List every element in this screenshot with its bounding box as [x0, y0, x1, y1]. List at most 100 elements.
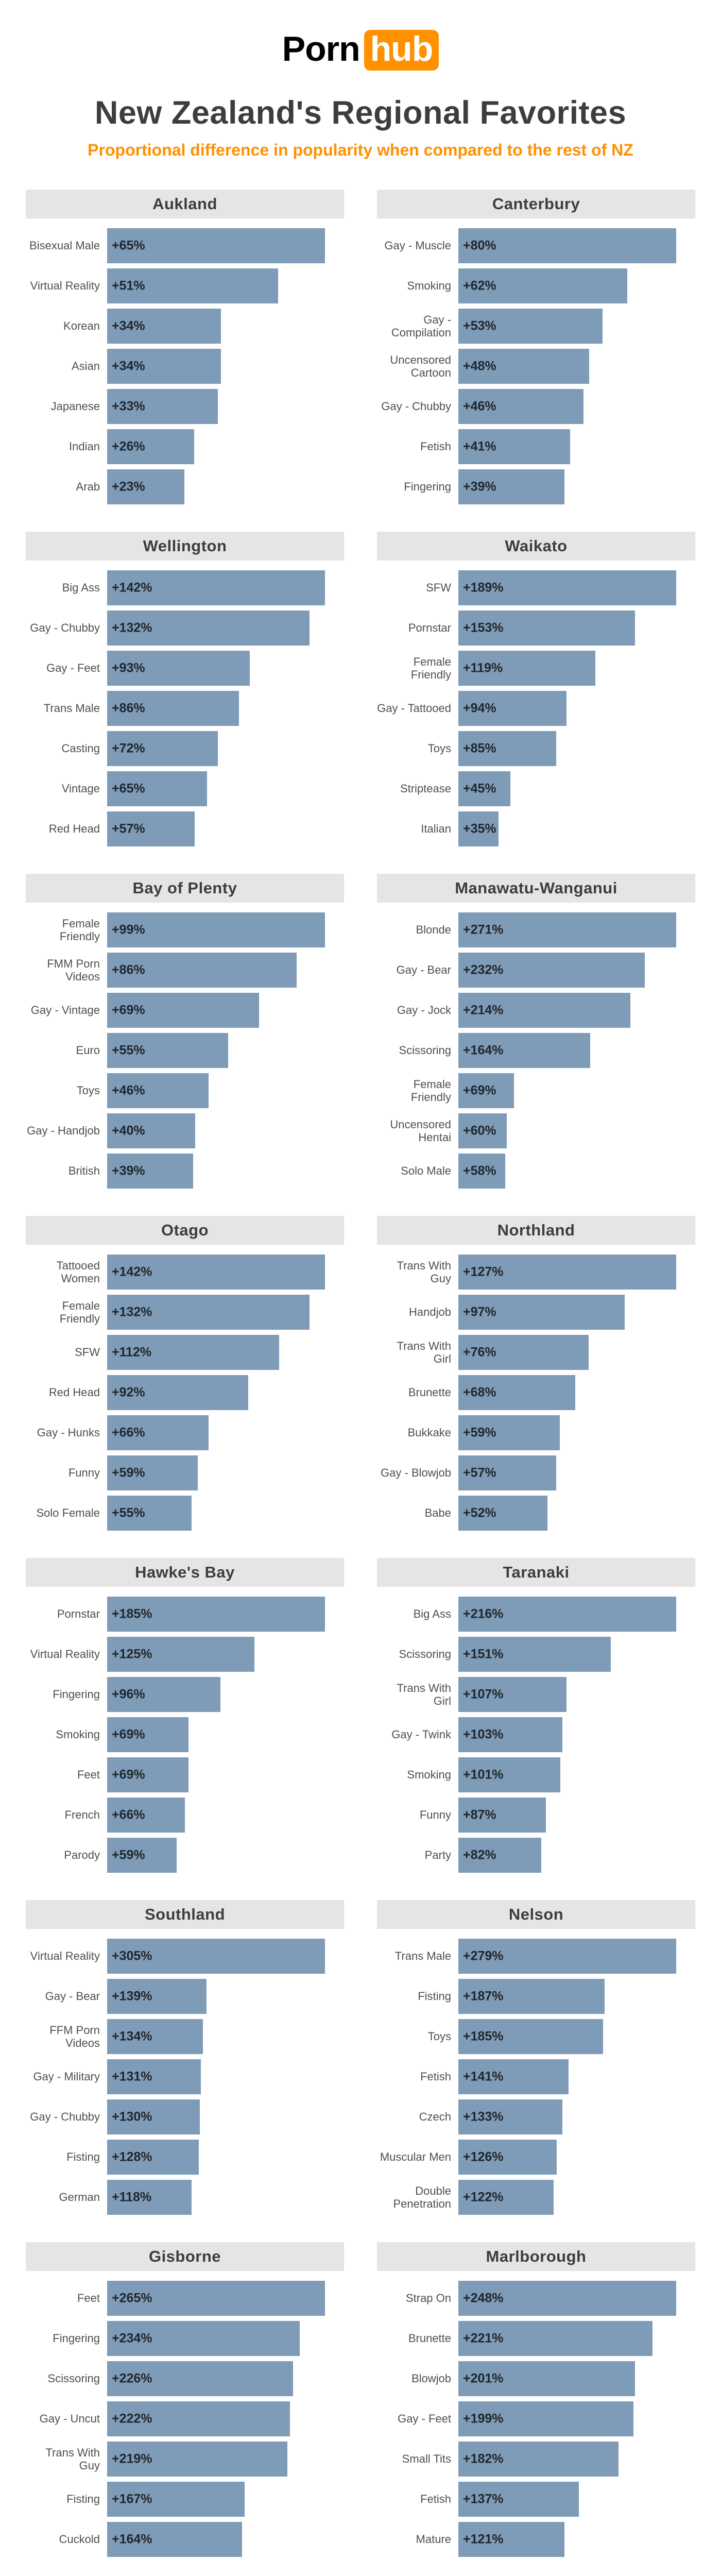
- bar-area: +226%: [107, 2361, 344, 2396]
- value-bar: [458, 1938, 677, 1974]
- region-title: Taranaki: [377, 1557, 695, 1587]
- category-label: Handjob: [409, 1306, 451, 1319]
- bar-row: Pornstar +153%: [377, 608, 695, 648]
- value-label: +164%: [463, 1043, 504, 1058]
- bar-row: Female Friendly +132%: [26, 1292, 344, 1332]
- bar-row: Gay - Bear +139%: [26, 1976, 344, 2016]
- category-label: Solo Male: [401, 1164, 451, 1178]
- bar-area: +248%: [458, 2280, 695, 2316]
- category-label: Gay - Vintage: [30, 1004, 100, 1017]
- region-canterbury: Canterbury Gay - Muscle +80% Smoking +62% Gay…: [377, 189, 695, 507]
- value-label: +53%: [463, 318, 496, 333]
- value-bar: [107, 2481, 245, 2517]
- region-title: Aukland: [26, 189, 344, 218]
- category-label: Gay - Handjob: [27, 1124, 100, 1138]
- bar-area: +107%: [458, 1676, 695, 1712]
- value-label: +132%: [112, 1304, 152, 1319]
- category-label: Virtual Reality: [30, 279, 100, 293]
- value-bar: [107, 2401, 290, 2436]
- category-label: Female Friendly: [410, 1077, 451, 1104]
- category-label: Fetish: [420, 440, 451, 453]
- bar-area: +62%: [458, 268, 695, 303]
- value-bar: [107, 1455, 198, 1490]
- category-label: British: [68, 1164, 100, 1178]
- bar-area: +51%: [107, 268, 344, 303]
- bar-row: Red Head +92%: [26, 1372, 344, 1413]
- category-label: Pornstar: [408, 621, 451, 635]
- value-bar: [458, 1334, 589, 1370]
- bar-area: +164%: [458, 1032, 695, 1068]
- category-label: Solo Female: [36, 1506, 100, 1520]
- region-southland: Southland Virtual Reality +305% Gay - Bear +…: [26, 1900, 344, 2217]
- bar-row: Gay - Military +131%: [26, 2057, 344, 2097]
- category-label: Gay - Jock: [397, 1004, 451, 1017]
- region-title: Southland: [26, 1900, 344, 1929]
- category-label: Female Friendly: [59, 1299, 100, 1325]
- category-label: Uncensored Hentai: [390, 1117, 451, 1144]
- value-bar: [458, 429, 570, 464]
- value-bar: [458, 992, 631, 1028]
- value-label: +87%: [463, 1807, 496, 1822]
- bar-area: +68%: [458, 1375, 695, 1410]
- value-bar: [107, 1073, 209, 1108]
- value-label: +99%: [112, 922, 145, 937]
- value-bar: [107, 1153, 193, 1189]
- bar-area: +118%: [107, 2179, 344, 2215]
- value-bar: [458, 469, 565, 504]
- bar-area: +59%: [458, 1415, 695, 1450]
- value-label: +33%: [112, 399, 145, 414]
- category-label: Gay - Chubby: [30, 621, 100, 635]
- region-waikato: Waikato SFW +189% Pornstar +153% Female Frien…: [377, 531, 695, 849]
- value-bar: [107, 2320, 300, 2356]
- bar-row: Gay - Jock +214%: [377, 990, 695, 1030]
- value-label: +86%: [112, 962, 145, 977]
- value-label: +92%: [112, 1385, 145, 1400]
- value-label: +80%: [463, 238, 496, 253]
- bar-row: Gay - Twink +103%: [377, 1715, 695, 1755]
- category-label: Mature: [416, 2533, 451, 2546]
- category-label: Indian: [69, 440, 100, 453]
- bar-area: +86%: [107, 690, 344, 726]
- value-bar: [458, 388, 584, 424]
- category-label: Gay - Chubby: [381, 400, 451, 413]
- category-label: Fisting: [66, 2150, 100, 2164]
- bar-row: Virtual Reality +305%: [26, 1936, 344, 1976]
- category-label: Red Head: [48, 1386, 100, 1399]
- category-label: Fetish: [420, 2493, 451, 2506]
- value-bar: [107, 2019, 203, 2054]
- value-bar: [107, 650, 250, 686]
- category-label: Casting: [61, 742, 100, 755]
- bar-row: Fisting +167%: [26, 2479, 344, 2519]
- value-bar: [107, 1978, 207, 2014]
- category-label: Virtual Reality: [30, 1950, 100, 1963]
- value-label: +85%: [463, 741, 496, 756]
- region-title: Nelson: [377, 1900, 695, 1929]
- value-label: +40%: [112, 1123, 145, 1138]
- bar-row: Gay - Chubby +132%: [26, 608, 344, 648]
- bar-row: Bukkake +59%: [377, 1413, 695, 1453]
- category-label: Pornstar: [57, 1607, 100, 1621]
- value-bar: [458, 771, 510, 806]
- bar-row: Virtual Reality +51%: [26, 266, 344, 306]
- bar-row: Japanese +33%: [26, 386, 344, 427]
- value-bar: [458, 2139, 557, 2175]
- bar-row: Gay - Feet +93%: [26, 648, 344, 688]
- value-bar: [107, 1938, 325, 1974]
- value-label: +23%: [112, 479, 145, 494]
- bar-area: +142%: [107, 570, 344, 605]
- bar-area: +99%: [107, 912, 344, 947]
- bar-row: Trans With Girl +76%: [377, 1332, 695, 1372]
- category-label: Trans With Girl: [397, 1339, 451, 1365]
- value-bar: [458, 570, 677, 605]
- bar-row: French +66%: [26, 1795, 344, 1835]
- value-bar: [107, 2179, 192, 2215]
- value-label: +26%: [112, 439, 145, 454]
- value-label: +69%: [112, 1727, 145, 1742]
- bar-area: +232%: [458, 952, 695, 988]
- bar-row: Arab +23%: [26, 467, 344, 507]
- region-manawatu-wanganui: Manawatu-Wanganui Blonde +271% Gay - Bear +2…: [377, 873, 695, 1191]
- bar-row: Solo Female +55%: [26, 1493, 344, 1533]
- value-label: +46%: [463, 399, 496, 414]
- page-subtitle: Proportional difference in popularity wh…: [88, 140, 633, 159]
- category-label: Gay - Chubby: [30, 2110, 100, 2124]
